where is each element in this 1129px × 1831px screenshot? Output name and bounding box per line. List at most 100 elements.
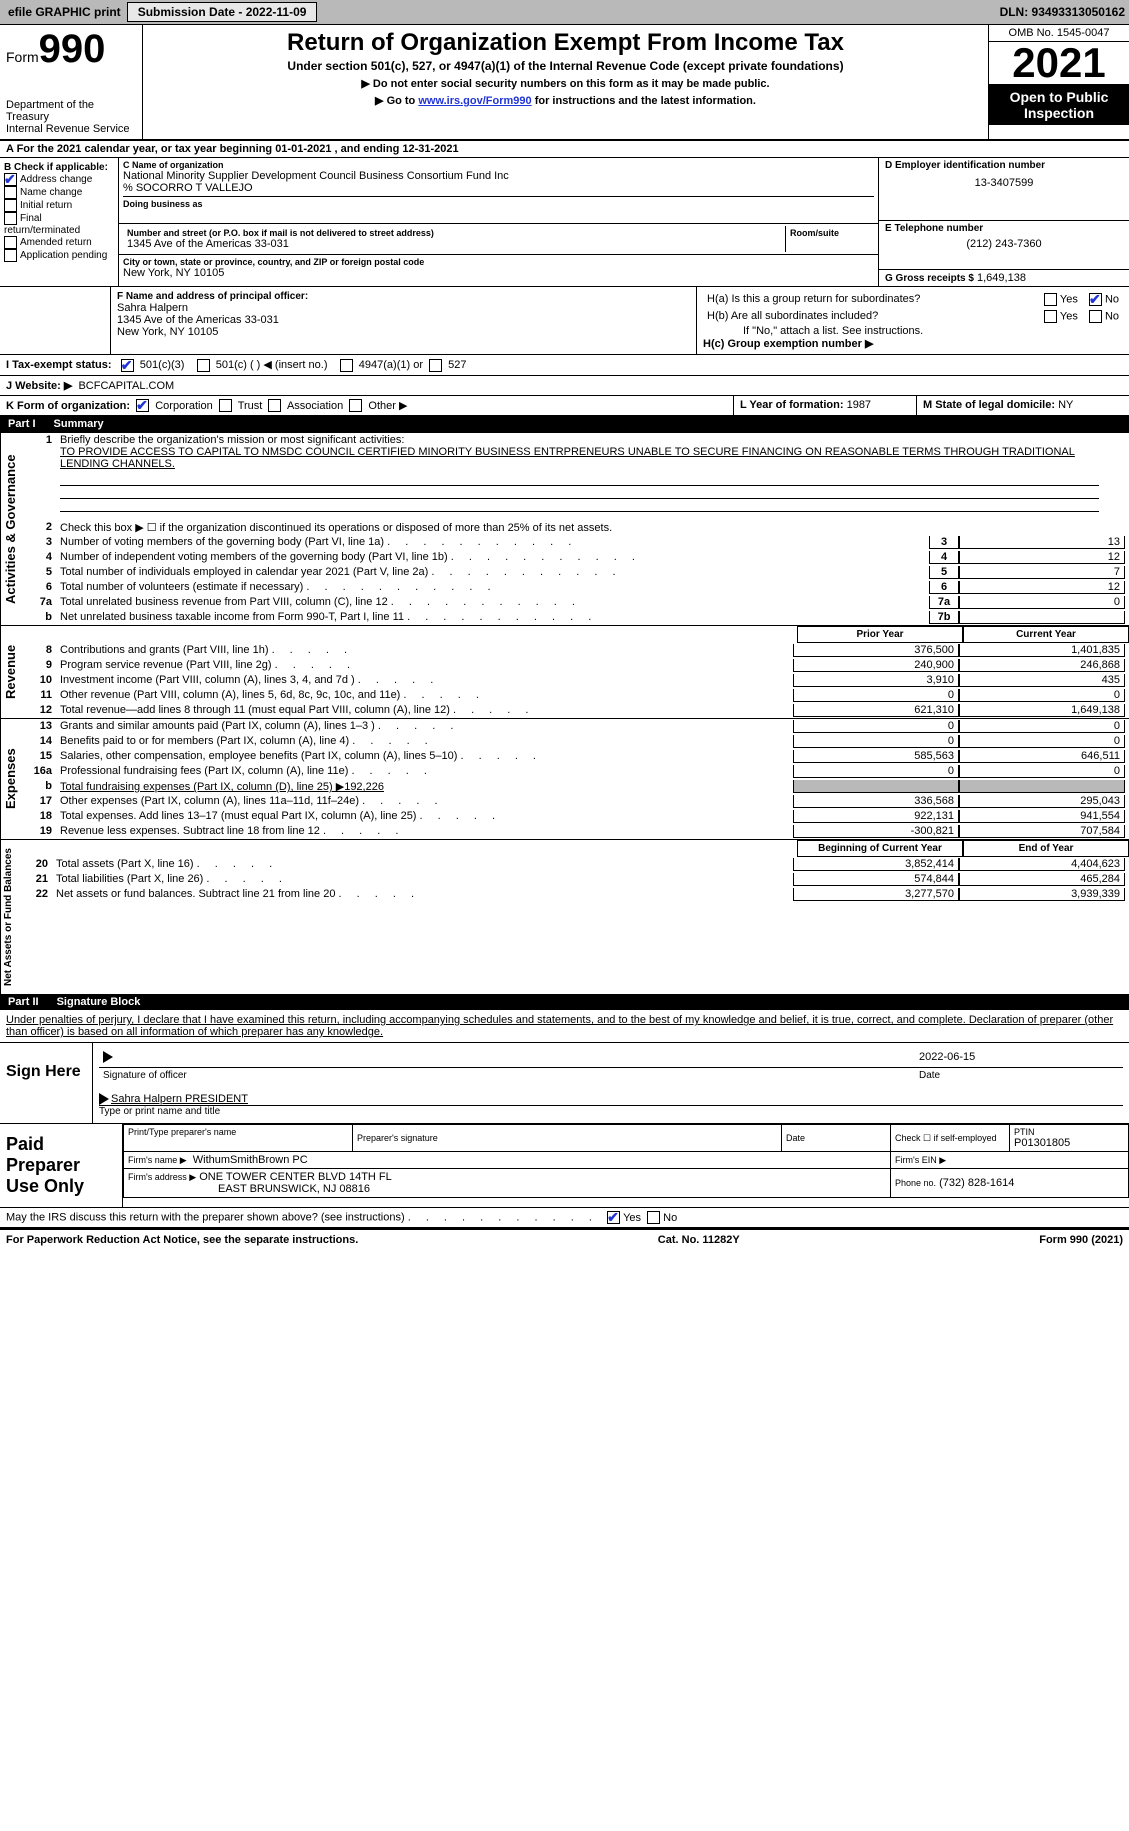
officer-sig-name: Sahra Halpern PRESIDENT xyxy=(111,1093,248,1105)
summary-line: 19Revenue less expenses. Subtract line 1… xyxy=(20,824,1129,839)
submission-date-button[interactable]: Submission Date - 2022-11-09 xyxy=(127,2,318,22)
ha-no[interactable]: No xyxy=(1085,291,1123,308)
telephone: (212) 243-7360 xyxy=(885,238,1123,250)
sign-here-block: Sign Here 2022-06-15 Signature of office… xyxy=(0,1042,1129,1124)
chk-initial-return[interactable]: Initial return xyxy=(4,199,114,212)
rev-section: Revenue Prior YearCurrent Year 8Contribu… xyxy=(0,625,1129,718)
summary-line: 12Total revenue—add lines 8 through 11 (… xyxy=(20,703,1129,718)
city-cell: City or town, state or province, country… xyxy=(119,255,878,281)
summary-line: 5Total number of individuals employed in… xyxy=(20,565,1129,580)
summary-line: bNet unrelated business taxable income f… xyxy=(20,610,1129,625)
summary-line: 13Grants and similar amounts paid (Part … xyxy=(20,719,1129,734)
discuss-row: May the IRS discuss this return with the… xyxy=(0,1208,1129,1228)
summary-line: 16aProfessional fundraising fees (Part I… xyxy=(20,764,1129,779)
arrow-icon xyxy=(103,1051,113,1063)
side-gov: Activities & Governance xyxy=(0,433,20,625)
discuss-yes[interactable]: Yes xyxy=(607,1212,641,1224)
sig-date-val: 2022-06-15 xyxy=(915,1049,1123,1065)
side-na: Net Assets or Fund Balances xyxy=(0,840,16,994)
box-h: H(a) Is this a group return for subordin… xyxy=(697,287,1129,354)
ein: 13-3407599 xyxy=(885,177,1123,189)
form-word: Form xyxy=(6,49,39,65)
street-address: 1345 Ave of the Americas 33-031 xyxy=(127,238,781,250)
tax-year: 2021 xyxy=(989,42,1129,85)
hb-no[interactable]: No xyxy=(1085,308,1123,325)
goto-note: ▶ Go to www.irs.gov/Form990 for instruct… xyxy=(149,94,982,107)
chk-amended[interactable]: Amended return xyxy=(4,236,114,249)
chk-name-change[interactable]: Name change xyxy=(4,186,114,199)
summary-line: 15Salaries, other compensation, employee… xyxy=(20,749,1129,764)
paid-preparer-block: Paid Preparer Use Only Print/Type prepar… xyxy=(0,1124,1129,1208)
chk-assoc[interactable]: Association xyxy=(268,400,343,412)
ptin: P01301805 xyxy=(1014,1137,1124,1149)
side-exp: Expenses xyxy=(0,719,20,839)
summary-line: 18Total expenses. Add lines 13–17 (must … xyxy=(20,809,1129,824)
box-j: J Website: ▶ BCFCAPITAL.COM xyxy=(0,376,1129,396)
irs-label: Internal Revenue Service xyxy=(6,123,136,135)
summary-line: 7aTotal unrelated business revenue from … xyxy=(20,595,1129,610)
chk-trust[interactable]: Trust xyxy=(219,400,263,412)
box-d-e-g: D Employer identification number 13-3407… xyxy=(879,158,1129,286)
chk-501c[interactable]: 501(c) ( ) ◀ (insert no.) xyxy=(197,359,328,371)
chk-501c3[interactable]: 501(c)(3) xyxy=(121,359,185,371)
website: BCFCAPITAL.COM xyxy=(78,380,174,392)
dln-label: DLN: 93493313050162 xyxy=(1000,5,1125,19)
gov-section: Activities & Governance 1Briefly describ… xyxy=(0,432,1129,625)
arrow-icon xyxy=(99,1093,109,1105)
form-number: 990 xyxy=(39,27,106,71)
summary-line: 6Total number of volunteers (estimate if… xyxy=(20,580,1129,595)
dept-treasury: Department of the Treasury xyxy=(6,99,136,123)
box-m: M State of legal domicile: NY xyxy=(917,396,1129,416)
chk-application-pending[interactable]: Application pending xyxy=(4,249,114,262)
discuss-no[interactable]: No xyxy=(647,1212,677,1224)
box-b: B Check if applicable: Address change Na… xyxy=(0,158,119,286)
summary-line: 17Other expenses (Part IX, column (A), l… xyxy=(20,794,1129,809)
exp-section: Expenses 13Grants and similar amounts pa… xyxy=(0,718,1129,839)
chk-address-change[interactable]: Address change xyxy=(4,173,114,186)
summary-line: 14Benefits paid to or for members (Part … xyxy=(20,734,1129,749)
summary-line: 21Total liabilities (Part X, line 26) . … xyxy=(16,872,1129,887)
mission-text: TO PROVIDE ACCESS TO CAPITAL TO NMSDC CO… xyxy=(60,446,1075,470)
summary-line: 11Other revenue (Part VIII, column (A), … xyxy=(20,688,1129,703)
chk-527[interactable]: 527 xyxy=(429,359,466,371)
chk-corp[interactable]: Corporation xyxy=(136,400,213,412)
officer-name: Sahra Halpern xyxy=(117,302,690,314)
officer-group-block: F Name and address of principal officer:… xyxy=(0,287,1129,355)
ha-yes[interactable]: Yes xyxy=(1040,291,1082,308)
chk-final-return[interactable]: Final return/terminated xyxy=(4,212,114,236)
care-of: % SOCORRO T VALLEJO xyxy=(123,182,874,194)
identity-block: B Check if applicable: Address change Na… xyxy=(0,158,1129,287)
firm-phone: (732) 828-1614 xyxy=(939,1177,1014,1189)
chk-4947[interactable]: 4947(a)(1) or xyxy=(340,359,423,371)
box-k: K Form of organization: Corporation Trus… xyxy=(0,396,734,416)
city-state-zip: New York, NY 10105 xyxy=(123,267,874,279)
period-line: A For the 2021 calendar year, or tax yea… xyxy=(0,141,1129,158)
box-l: L Year of formation: 1987 xyxy=(734,396,917,416)
box-b-title: B Check if applicable: xyxy=(4,162,114,173)
efile-label: efile GRAPHIC print xyxy=(8,5,121,19)
top-bar: efile GRAPHIC print Submission Date - 20… xyxy=(0,0,1129,25)
summary-line: 8Contributions and grants (Part VIII, li… xyxy=(20,643,1129,658)
chk-other[interactable]: Other ▶ xyxy=(349,400,407,412)
gross-receipts: 1,649,138 xyxy=(977,272,1026,284)
part2-header: Part II Signature Block xyxy=(0,994,1129,1010)
public-inspection: Open to Public Inspection xyxy=(989,85,1129,125)
box-i: I Tax-exempt status: 501(c)(3) 501(c) ( … xyxy=(0,355,1129,376)
summary-line: 10Investment income (Part VIII, column (… xyxy=(20,673,1129,688)
address-cell: Number and street (or P.O. box if mail i… xyxy=(119,224,878,255)
summary-line: 20Total assets (Part X, line 16) . . . .… xyxy=(16,857,1129,872)
summary-line: 4Number of independent voting members of… xyxy=(20,550,1129,565)
header-middle: Return of Organization Exempt From Incom… xyxy=(143,25,988,139)
summary-line: 3Number of voting members of the governi… xyxy=(20,535,1129,550)
ssn-note: ▶ Do not enter social security numbers o… xyxy=(149,77,982,90)
box-klm: K Form of organization: Corporation Trus… xyxy=(0,396,1129,417)
hb-yes[interactable]: Yes xyxy=(1040,308,1082,325)
side-rev: Revenue xyxy=(0,626,20,718)
summary-line: 9Program service revenue (Part VIII, lin… xyxy=(20,658,1129,673)
na-section: Net Assets or Fund Balances Beginning of… xyxy=(0,839,1129,994)
firm-name: WithumSmithBrown PC xyxy=(193,1154,308,1166)
irs-link[interactable]: www.irs.gov/Form990 xyxy=(418,95,531,107)
box-f: F Name and address of principal officer:… xyxy=(111,287,697,354)
preparer-table: Print/Type preparer's name Preparer's si… xyxy=(123,1124,1129,1198)
page-footer: For Paperwork Reduction Act Notice, see … xyxy=(0,1228,1129,1250)
